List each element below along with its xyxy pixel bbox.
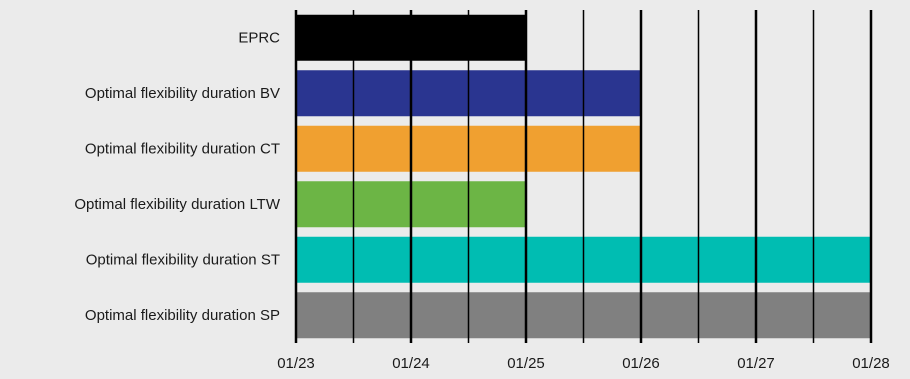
x-tick-label: 01/26 bbox=[622, 355, 660, 372]
category-label-optimal-flexibility-duration-bv: Optimal flexibility duration BV bbox=[85, 85, 280, 102]
x-tick-label: 01/28 bbox=[852, 355, 890, 372]
category-label-optimal-flexibility-duration-sp: Optimal flexibility duration SP bbox=[85, 307, 280, 324]
category-label-optimal-flexibility-duration-st: Optimal flexibility duration ST bbox=[86, 251, 280, 268]
category-label-optimal-flexibility-duration-ct: Optimal flexibility duration CT bbox=[85, 140, 280, 157]
category-labels: EPRC Optimal flexibility duration BV Optim… bbox=[74, 29, 280, 324]
x-tick-labels: 01/23 01/24 01/25 01/26 01/27 01/28 bbox=[277, 355, 890, 372]
x-tick-label: 01/23 bbox=[277, 355, 315, 372]
category-label-eprc: EPRC bbox=[238, 29, 280, 46]
x-tick-label: 01/24 bbox=[392, 355, 430, 372]
x-tick-label: 01/25 bbox=[507, 355, 545, 372]
x-tick-label: 01/27 bbox=[737, 355, 775, 372]
category-label-optimal-flexibility-duration-ltw: Optimal flexibility duration LTW bbox=[74, 196, 280, 213]
grid-layer bbox=[294, 10, 873, 343]
